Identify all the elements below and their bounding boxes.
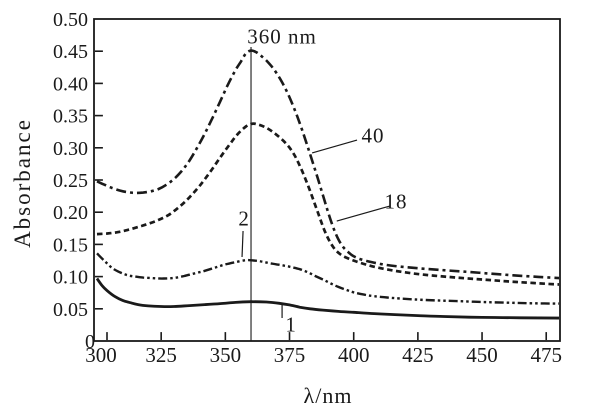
annotation-peak-wavelength: 360 nm <box>247 24 317 49</box>
x-axis-tick-label: 425 <box>402 343 434 367</box>
leader-line-series-2 <box>241 230 244 258</box>
x-axis-tick-label: 325 <box>145 343 177 367</box>
y-axis-tick-label: 0 <box>85 331 95 353</box>
y-axis-tick-label: 0.25 <box>53 170 88 192</box>
curve-series-18 <box>96 122 559 286</box>
curve-series-2 <box>96 252 559 305</box>
y-axis-tick-label: 0.35 <box>53 106 88 128</box>
y-axis-title: Absorbance <box>10 118 35 248</box>
leader-line-series-18 <box>336 205 391 222</box>
annotation-series-18: 18 <box>384 189 408 214</box>
y-axis-tick-label: 0.05 <box>53 299 88 321</box>
x-axis-tick-label: 300 <box>85 343 117 367</box>
x-axis-tick-label: 375 <box>274 343 306 367</box>
y-axis-tick-label: 0.40 <box>53 73 88 95</box>
annotation-series-1: 1 <box>285 312 297 337</box>
y-axis-tick-label: 0.10 <box>53 267 88 289</box>
x-axis-tick-label: 450 <box>466 343 498 367</box>
plot-frame <box>93 18 561 342</box>
annotation-series-40: 40 <box>361 123 385 148</box>
y-axis-tick-label: 0.15 <box>53 234 88 256</box>
curve-series-40 <box>96 49 559 280</box>
curve-series-1 <box>95 277 559 320</box>
x-axis-title: λ/nm <box>303 383 353 408</box>
x-axis-tick-label: 400 <box>338 343 370 367</box>
y-axis-tick-label: 0.30 <box>53 138 88 160</box>
y-axis-tick-label: 0.45 <box>53 41 88 63</box>
x-axis-tick-label: 475 <box>530 343 562 367</box>
y-axis-tick-label: 0.20 <box>53 202 88 224</box>
y-axis-tick-label: 0.50 <box>53 9 88 31</box>
leader-line-series-40 <box>311 139 358 154</box>
x-axis-tick-label: 350 <box>210 343 242 367</box>
annotation-series-2: 2 <box>238 206 250 231</box>
